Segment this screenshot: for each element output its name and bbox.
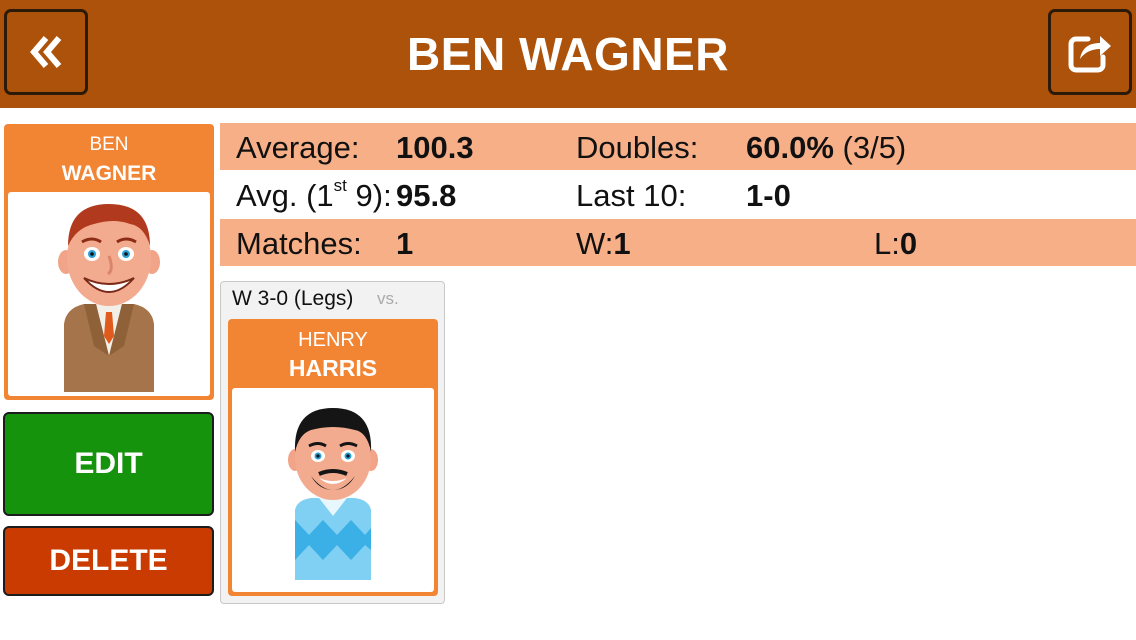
vs-label: vs. [377, 289, 399, 308]
back-button[interactable] [4, 9, 88, 95]
opponent-last-name: HARRIS [288, 355, 378, 381]
stats-table: Average: 100.3 Doubles: 60.0% (3/5) Avg.… [220, 123, 1136, 267]
avg-first-9-label-pre: Avg. (1 [236, 178, 334, 213]
double-chevron-left-icon [30, 36, 62, 68]
opponent-avatar [232, 388, 434, 592]
opponent-avatar-illustration [288, 408, 378, 580]
opponent-card: HENRY HARRIS [228, 319, 438, 596]
delete-button[interactable]: DELETE [3, 526, 214, 596]
doubles-value: 60.0% [746, 130, 834, 165]
player-avatar-illustration [58, 204, 160, 392]
player-avatar [8, 192, 210, 396]
last-10-label: Last 10: [576, 178, 687, 213]
edit-button[interactable]: EDIT [3, 412, 214, 516]
player-card: BEN WAGNER [4, 124, 214, 400]
average-label: Average: [236, 130, 360, 165]
matches-label: Matches: [236, 226, 362, 261]
header-bar: BEN WAGNER [0, 0, 1136, 108]
wins-value: 1 [613, 226, 631, 261]
share-button[interactable] [1048, 9, 1132, 95]
player-last-name: WAGNER [61, 162, 157, 185]
losses-label: L: [874, 226, 900, 261]
avg-first-9-value: 95.8 [396, 178, 457, 213]
stats-row-matches: Matches: 1 W:1 L:0 [220, 219, 1136, 266]
stats-row-average: Average: 100.3 Doubles: 60.0% (3/5) [220, 123, 1136, 170]
wins-group: W:1 [576, 219, 631, 266]
doubles-value-group: 60.0% (3/5) [746, 123, 906, 170]
doubles-label: Doubles: [576, 130, 699, 165]
average-value: 100.3 [396, 130, 474, 165]
opponent-first-name: HENRY [298, 329, 368, 351]
stats-row-avg-first-9: Avg. (1st 9): 95.8 Last 10: 1-0 [220, 171, 1136, 218]
match-card[interactable]: W 3-0 (Legs) vs. HENRY HARRIS [220, 281, 445, 604]
match-result: W 3-0 (Legs) [232, 287, 354, 310]
doubles-detail: (3/5) [833, 130, 907, 165]
matches-value: 1 [396, 226, 414, 261]
avg-first-9-label-post: 9): [346, 178, 392, 213]
player-first-name: BEN [89, 134, 129, 155]
avg-first-9-label: Avg. (1st 9): [236, 171, 392, 218]
losses-value: 0 [899, 226, 918, 261]
last-10-value: 1-0 [746, 178, 791, 213]
losses-group: L:0 [874, 219, 917, 266]
page-title: BEN WAGNER [407, 28, 729, 80]
wins-label: W: [576, 226, 614, 261]
avg-first-9-label-sup: st [333, 176, 347, 195]
share-icon [1068, 36, 1111, 73]
